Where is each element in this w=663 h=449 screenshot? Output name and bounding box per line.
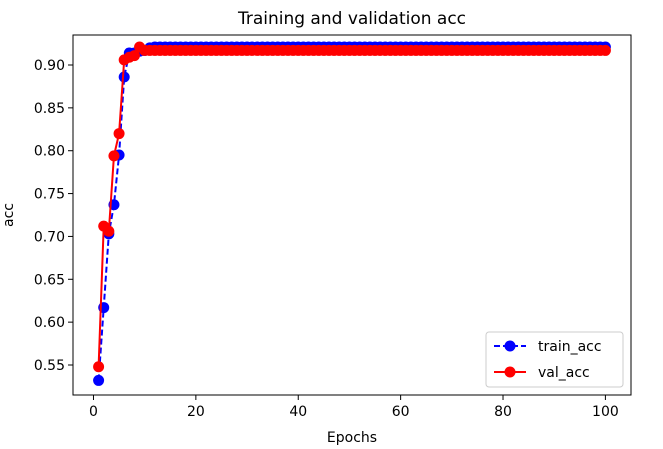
y-tick-label: 0.80 (34, 144, 65, 160)
chart-title: Training and validation acc (237, 9, 466, 29)
legend-marker-train_acc (504, 340, 516, 352)
point-val_acc (113, 128, 125, 140)
point-val_acc (599, 44, 611, 56)
x-tick-label: 80 (494, 404, 512, 420)
y-tick-label: 0.90 (34, 58, 65, 74)
x-tick-label: 40 (289, 404, 307, 420)
y-tick-label: 0.70 (34, 229, 65, 245)
point-val_acc (103, 225, 115, 237)
axes-frame (72, 34, 632, 396)
axes: 0 20 40 60 80 100 0.55 0.60 0.65 0.70 0.75 0.80 0.85… (34, 34, 632, 420)
y-tick-label: 0.85 (34, 101, 65, 117)
legend-label-val_acc: val_acc (538, 365, 590, 381)
point-val_acc (108, 150, 120, 162)
y-tick-label: 0.65 (34, 272, 65, 288)
series-line-val_acc (97, 46, 606, 367)
point-train_acc (118, 71, 130, 83)
legend-label-train_acc: train_acc (538, 339, 602, 355)
x-tick-label: 20 (187, 404, 205, 420)
point-train_acc (93, 374, 105, 386)
x-tick-label: 0 (89, 404, 98, 420)
plot-area (93, 41, 611, 386)
y-tick-label: 0.60 (34, 315, 65, 331)
x-axis-label: Epochs (327, 430, 377, 446)
legend-box (485, 331, 624, 388)
y-tick-label: 0.75 (34, 187, 65, 203)
point-val_acc (93, 361, 105, 373)
x-tick-label: 60 (392, 404, 410, 420)
y-tick-label: 0.55 (34, 358, 65, 374)
y-axis-label: acc (1, 203, 17, 227)
series-line-train_acc (97, 46, 606, 381)
legend-marker-val_acc (504, 366, 516, 378)
x-tick-label: 100 (592, 404, 619, 420)
legend: train_acc val_acc (485, 331, 624, 388)
point-val_acc (128, 50, 140, 62)
